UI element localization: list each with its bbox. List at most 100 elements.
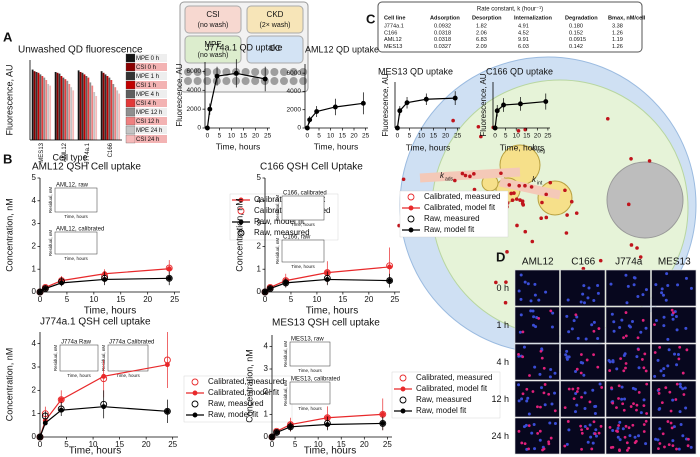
qd-stain [645, 382, 649, 386]
nucleus-stain [550, 325, 554, 329]
qd-stain [640, 358, 644, 361]
y-axis-label: Fluorescence, AU [479, 73, 488, 136]
nucleus-stain [689, 445, 693, 449]
panel-letter: D [496, 249, 505, 264]
qd-stain [624, 366, 627, 370]
qd-stain [672, 311, 675, 315]
legend-label: CSI 24 h [136, 137, 159, 143]
nucleus-stain [540, 386, 544, 390]
qd-stain [653, 323, 656, 327]
nucleus-stain [676, 283, 680, 287]
nucleus-stain [586, 440, 590, 444]
bar [72, 90, 75, 140]
well [241, 77, 250, 85]
qd-particle [605, 116, 610, 121]
qd-stain [666, 420, 670, 423]
qd-stain [663, 445, 666, 449]
marker [36, 433, 44, 441]
inset-frame [107, 344, 149, 372]
qd-particle [507, 183, 512, 187]
y-tick-label: 3 [32, 362, 37, 371]
qd-stain [575, 390, 579, 393]
micrograph [514, 343, 560, 381]
qd-particle [479, 134, 483, 139]
nucleus-stain [628, 434, 632, 438]
qd-stain [644, 369, 648, 373]
nucleus-stain [519, 273, 523, 277]
qd-stain [622, 369, 626, 373]
inset-x-label: Time, hours [291, 222, 315, 227]
x-tick-label: 10 [228, 133, 236, 140]
well [289, 77, 298, 85]
qd-stain [536, 405, 539, 409]
marker [101, 373, 107, 379]
nucleus-stain [611, 429, 615, 433]
nucleus-stain [633, 435, 637, 439]
x-tick-label: 5 [293, 440, 298, 449]
bar [100, 71, 103, 140]
nucleus-stain [532, 315, 536, 319]
marker [360, 100, 366, 106]
qd-stain [653, 351, 657, 354]
chart-title: C166 QD uptake [486, 66, 553, 76]
inset-y-label: Residual, nM [53, 345, 58, 372]
nucleus-stain [570, 327, 574, 331]
qd-stain [593, 432, 597, 436]
qd-stain [667, 443, 671, 446]
qd-particle [540, 200, 544, 205]
nucleus-stain [582, 284, 586, 288]
marker [269, 434, 275, 440]
marker [452, 95, 458, 101]
qd-stain [608, 369, 612, 372]
legend-swatch [125, 89, 136, 99]
nucleus-stain [517, 383, 521, 387]
nucleus-stain [630, 320, 634, 324]
qd-particle [523, 127, 528, 132]
y-tick-label: 2000 [187, 106, 202, 113]
x-tick-label: 25 [170, 295, 179, 304]
legend-marker [408, 205, 414, 211]
nucleus-stain [517, 289, 521, 293]
x-tick-label: 20 [364, 295, 373, 304]
nucleus-stain [642, 398, 646, 402]
table-cell: 0.152 [569, 30, 583, 36]
column-label: AML12 [522, 257, 554, 268]
qd-particle [574, 211, 579, 215]
qd-stain [574, 313, 578, 317]
inset-y-label: Residual, nM [48, 187, 53, 214]
qd-stain [624, 311, 628, 314]
nucleus-stain [662, 324, 666, 328]
qd-stain [579, 353, 583, 356]
x-tick-label: 20 [360, 440, 369, 449]
x-tick-label: 25 [454, 133, 462, 140]
bar [43, 77, 46, 140]
nucleus-stain [609, 282, 613, 286]
nucleus-stain [666, 337, 670, 341]
rate-subscript: int [537, 180, 543, 186]
table-cell: 2.06 [476, 30, 487, 36]
marker [394, 125, 400, 131]
bar [58, 73, 61, 140]
marker [165, 274, 173, 282]
x-axis-label: Cell type [52, 152, 87, 162]
x-tick-label: 25 [544, 133, 552, 140]
marker [492, 125, 498, 131]
bar [110, 80, 113, 140]
rate-symbol: k [532, 143, 537, 152]
table-cell: 2.09 [476, 44, 487, 50]
qd-stain [521, 355, 525, 359]
inset-frame [281, 239, 325, 263]
qd-stain [617, 424, 621, 427]
qd-stain [677, 357, 681, 361]
marker [207, 106, 213, 112]
nucleus-stain [622, 354, 626, 358]
well [289, 68, 298, 76]
x-tick-label: 10 [89, 295, 98, 304]
inset-x-label: Time, hours [64, 256, 88, 261]
table-cell: MES13 [384, 44, 402, 50]
y-tick-label: 3 [32, 219, 37, 228]
marker [517, 101, 523, 107]
marker [37, 289, 43, 295]
y-tick-label: 2 [264, 387, 269, 396]
legend-label: Raw, model fit [416, 406, 467, 415]
